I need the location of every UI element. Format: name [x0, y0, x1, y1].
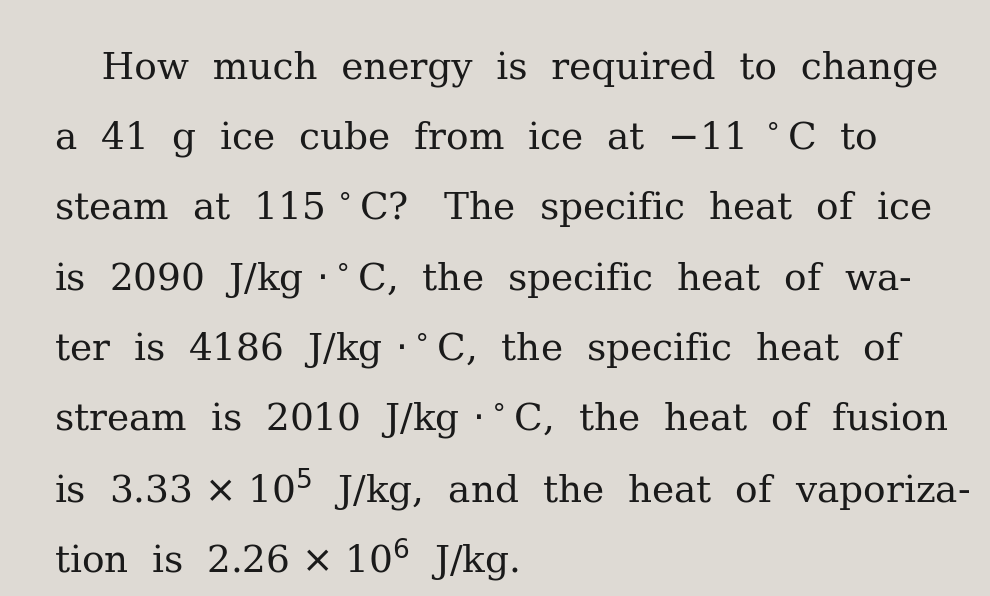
Text: is  2090  J/kg$\,\cdot\!^\circ$C,  the  specific  heat  of  wa-: is 2090 J/kg$\,\cdot\!^\circ$C, the spec… — [54, 259, 912, 300]
Text: a  41  g  ice  cube  from  ice  at  $-$11 $^\circ$C  to: a 41 g ice cube from ice at $-$11 $^\cir… — [54, 119, 878, 159]
Text: ter  is  4186  J/kg$\,\cdot\!^\circ$C,  the  specific  heat  of: ter is 4186 J/kg$\,\cdot\!^\circ$C, the … — [54, 330, 904, 370]
Text: stream  is  2010  J/kg$\,\cdot\!^\circ$C,  the  heat  of  fusion: stream is 2010 J/kg$\,\cdot\!^\circ$C, t… — [54, 400, 948, 440]
Text: tion  is  2.26 $\times$ 10$^6$  J/kg.: tion is 2.26 $\times$ 10$^6$ J/kg. — [54, 537, 520, 585]
Text: steam  at  115$\,^\circ$C?   The  specific  heat  of  ice: steam at 115$\,^\circ$C? The specific he… — [54, 189, 932, 229]
Text: is  3.33 $\times$ 10$^5$  J/kg,  and  the  heat  of  vaporiza-: is 3.33 $\times$ 10$^5$ J/kg, and the he… — [54, 467, 971, 514]
Text: How  much  energy  is  required  to  change: How much energy is required to change — [54, 50, 939, 87]
